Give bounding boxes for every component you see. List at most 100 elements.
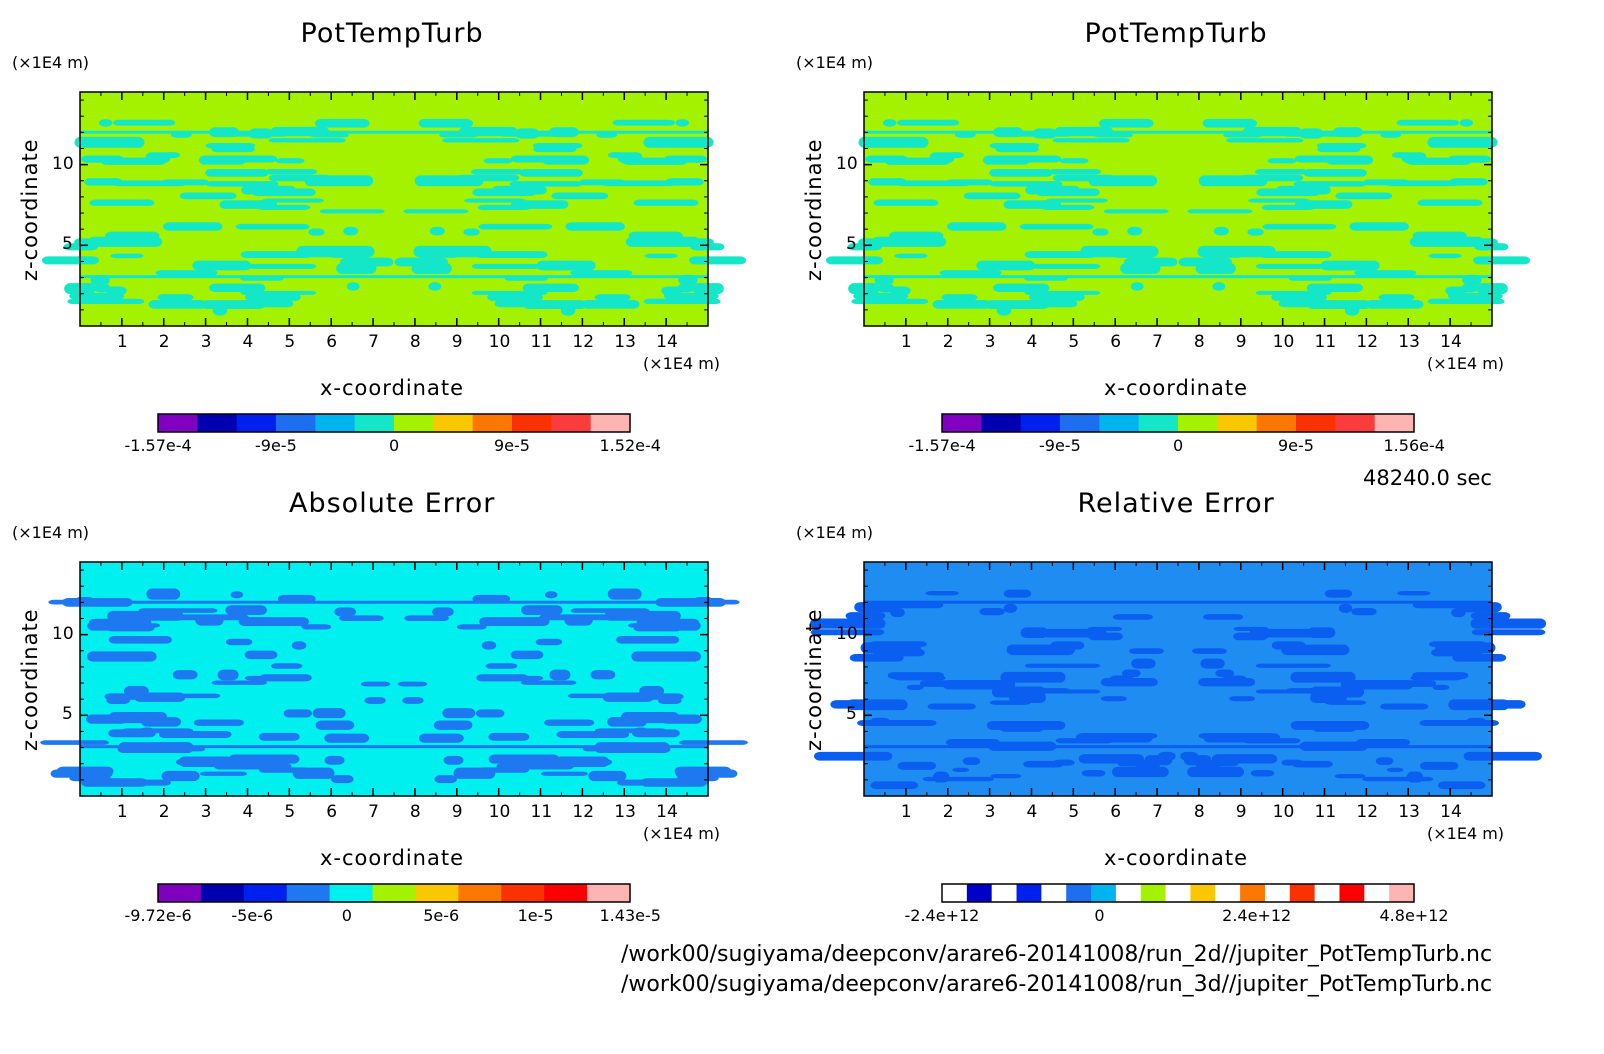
heatmap-band — [864, 275, 1492, 279]
x-tick-label: 5 — [284, 332, 296, 352]
heatmap-cell — [511, 200, 569, 209]
heatmap-cell — [433, 720, 473, 730]
heatmap-cell — [1192, 648, 1227, 654]
x-tick-label: 4 — [242, 332, 254, 352]
heatmap-cell — [228, 754, 300, 764]
heatmap-cell — [418, 733, 464, 743]
heatmap-cell — [1451, 608, 1466, 618]
heatmap-cell — [643, 136, 714, 148]
heatmap-cell — [1034, 688, 1071, 694]
heatmap-cell — [521, 680, 577, 685]
heatmap-cell — [927, 703, 976, 710]
heatmap-cell — [1448, 700, 1526, 709]
heatmap-cell — [1259, 251, 1332, 259]
heatmap-cell — [1278, 300, 1335, 308]
colorbar-tick-label: 0 — [1173, 436, 1184, 455]
colorbar-tick-label: -9e-5 — [1039, 436, 1081, 455]
heatmap-cell — [1380, 703, 1429, 710]
heatmap-cell — [275, 158, 305, 164]
x-tick-label: 11 — [530, 802, 553, 822]
heatmap-cell — [1024, 251, 1097, 259]
heatmap-cell — [1351, 607, 1377, 616]
heatmap-cell — [663, 292, 719, 300]
y-unit-label: (×1E4 m) — [12, 523, 90, 542]
heatmap-cell — [1473, 256, 1530, 265]
heatmap-cell — [1386, 767, 1404, 773]
heatmap-cell — [830, 700, 908, 709]
x-tick-label: 13 — [1398, 332, 1420, 352]
heatmap-cell — [1187, 209, 1253, 214]
heatmap-cell — [890, 608, 905, 618]
x-tick-label: 13 — [614, 332, 636, 352]
x-axis-label: x-coordinate — [320, 376, 465, 400]
colorbar-swatch — [458, 884, 502, 902]
x-tick-label: 8 — [1193, 332, 1205, 352]
heatmap-cell — [942, 679, 1016, 690]
heatmap-cell — [339, 615, 384, 622]
heatmap-cell — [488, 732, 530, 741]
colorbar-tick-label: 0 — [341, 906, 352, 925]
heatmap-cell — [74, 136, 145, 148]
x-tick-label: 13 — [614, 802, 636, 822]
x-tick-label: 3 — [200, 332, 212, 352]
x-tick-label: 6 — [326, 332, 338, 352]
x-tick-label: 1 — [116, 802, 128, 822]
heatmap-cell — [544, 591, 558, 599]
heatmap-cell — [1255, 169, 1308, 175]
heatmap-cell — [1375, 757, 1394, 765]
heatmap-cell — [535, 638, 563, 646]
heatmap-cell — [1250, 769, 1275, 777]
x-tick-label: 9 — [1235, 332, 1247, 352]
heatmap-cell — [205, 181, 279, 187]
heatmap-cell — [1080, 245, 1159, 258]
heatmap-cell — [1334, 773, 1366, 779]
heatmap-cell — [1471, 629, 1546, 636]
x-tick-label: 11 — [530, 332, 553, 352]
heatmap-cell — [607, 588, 642, 600]
heatmap-cell — [225, 605, 267, 616]
colorbar-swatch — [1138, 414, 1179, 432]
heatmap-cell — [896, 119, 960, 126]
heatmap-cell — [675, 119, 690, 127]
colorbar-swatch — [276, 414, 316, 432]
heatmap-cell — [894, 253, 928, 259]
heatmap-cell — [1365, 299, 1424, 309]
colorbar — [941, 883, 1415, 903]
heatmap-cell — [1303, 169, 1367, 177]
colorbar-swatch — [1066, 884, 1092, 902]
heatmap-cell — [1307, 627, 1336, 638]
heatmap-cell — [1456, 238, 1498, 247]
x-tick-label: 2 — [942, 802, 954, 822]
y-tick-label: 10 — [836, 153, 858, 174]
colorbar-swatch — [243, 884, 288, 902]
colorbar-swatch — [200, 884, 245, 902]
heatmap-cell — [1247, 228, 1264, 236]
heatmap-cell — [982, 155, 1031, 165]
colorbar-tick-label: 0 — [389, 436, 400, 455]
heatmap-cell — [418, 118, 473, 128]
colorbar-swatch — [1091, 884, 1117, 902]
heatmap-cell — [1099, 118, 1154, 128]
heatmap-cell — [1461, 283, 1479, 293]
heatmap-cell — [1320, 260, 1380, 271]
heatmap-cell — [1052, 759, 1075, 766]
heatmap-band — [80, 600, 708, 604]
heatmap-pattern — [826, 118, 1530, 316]
heatmap-cell — [1157, 751, 1176, 761]
heatmap-cell — [146, 693, 221, 699]
heatmap-cell — [658, 697, 682, 704]
x-tick-label: 9 — [1235, 802, 1247, 822]
heatmap-cell — [631, 651, 701, 662]
heatmap-cell — [1335, 192, 1393, 200]
colorbar-tick-label: -1.57e-4 — [908, 436, 976, 455]
heatmap-band — [864, 745, 1492, 749]
heatmap-cell — [428, 282, 442, 291]
y-unit-label: (×1E4 m) — [12, 53, 90, 72]
heatmap-cell — [394, 257, 448, 267]
heatmap-cell — [873, 199, 939, 206]
heatmap-cell — [870, 781, 919, 790]
colorbar-tick-label: -2.4e+12 — [904, 906, 980, 925]
heatmap-cell — [123, 686, 149, 696]
heatmap-cell — [689, 256, 746, 265]
